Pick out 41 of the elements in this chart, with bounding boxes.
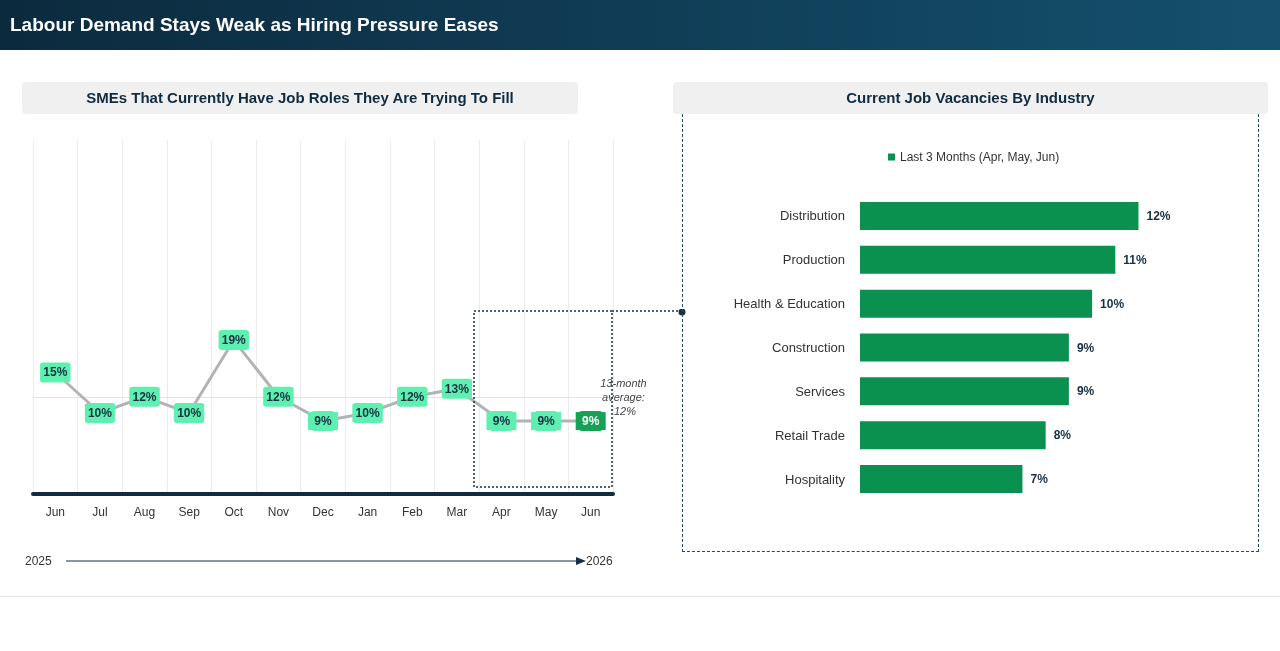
legend-label: Last 3 Months (Apr, May, Jun) <box>900 150 1060 164</box>
chart-title: SMEs That Currently Have Job Roles They Are Trying To Fill <box>22 82 578 114</box>
bar <box>860 289 1093 318</box>
x-tick-label: Oct <box>224 505 244 519</box>
data-label: 12% <box>1146 208 1171 223</box>
x-tick-label: Jul <box>92 505 108 519</box>
x-tick-label: Jun <box>45 505 65 519</box>
bar <box>860 377 1069 406</box>
x-tick-label: Aug <box>133 505 156 519</box>
chart-title: Current Job Vacancies By Industry <box>673 82 1268 114</box>
y-tick-label: Production <box>782 252 845 268</box>
bar <box>860 465 1023 494</box>
ref-line-label: 13-month average: 12% <box>600 376 650 417</box>
y-tick-label: Distribution <box>779 208 845 224</box>
x-tick-label: Jun <box>581 505 601 519</box>
data-label: 10% <box>1100 296 1125 311</box>
bar <box>860 333 1069 362</box>
bar <box>860 421 1046 450</box>
data-label: 9% <box>1076 340 1095 355</box>
text: 2025 <box>25 554 52 568</box>
y-tick-label: Construction <box>772 340 845 355</box>
bar <box>860 201 1139 230</box>
text: 2026 <box>586 554 613 568</box>
y-tick-label: Health & Education <box>733 296 845 312</box>
x-tick-label: May <box>534 505 558 519</box>
bar <box>860 245 1116 274</box>
text: Labour Demand Stays Weak as Hiring Pressure Eases <box>0 0 1280 50</box>
y-tick-label: Retail Trade <box>774 427 845 443</box>
data-label: 9% <box>1076 384 1095 399</box>
data-label: 8% <box>1053 428 1072 443</box>
x-tick-label: Jan <box>357 505 378 519</box>
y-tick-label: Hospitality <box>785 471 846 487</box>
x-tick-label: Dec <box>312 505 334 519</box>
y-tick-label: Services <box>795 383 846 399</box>
x-tick-label: Nov <box>267 505 290 519</box>
x-tick-label: Sep <box>178 505 201 519</box>
data-label: 7% <box>1030 472 1049 487</box>
x-tick-label: Mar <box>446 505 468 519</box>
x-tick-label: Apr <box>492 505 511 519</box>
data-label: 11% <box>1123 252 1147 267</box>
x-tick-label: Feb <box>401 505 423 519</box>
